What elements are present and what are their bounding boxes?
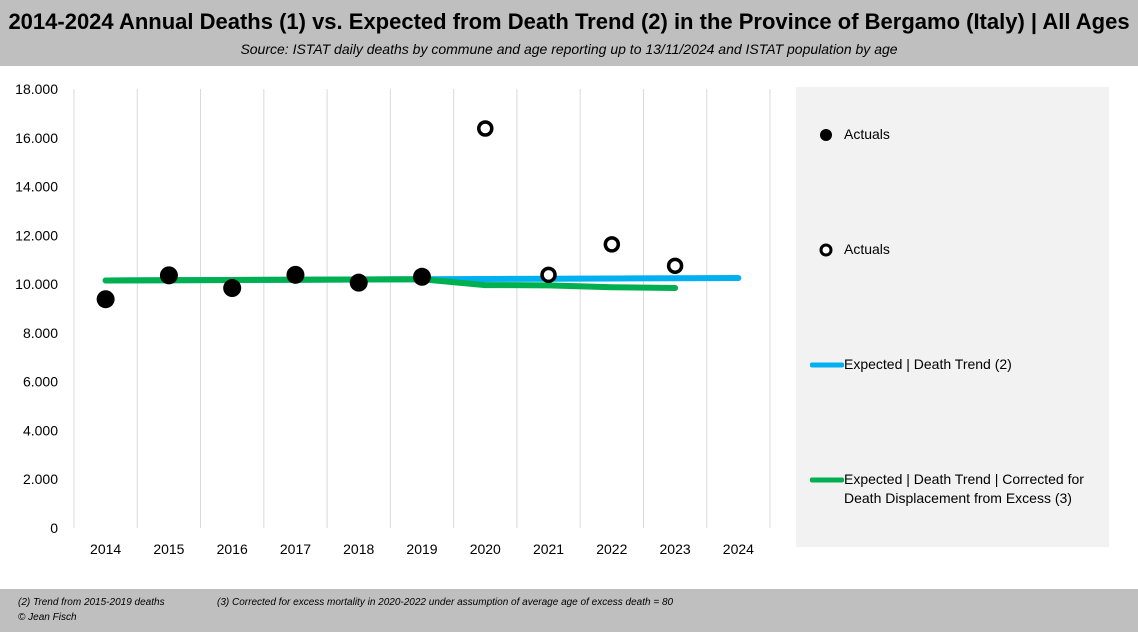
x-tick-label: 2021 <box>533 541 564 557</box>
y-tick-label: 4.000 <box>23 422 58 438</box>
data-point-filled <box>96 290 115 309</box>
legend-label: Actuals <box>844 241 890 257</box>
y-axis: 0 2.000 4.000 6.000 8.000 10.000 12.000 14.000 1… <box>15 81 58 536</box>
x-tick-label: 2015 <box>153 541 184 557</box>
green-line-icon <box>810 477 844 483</box>
data-point-filled <box>413 267 431 286</box>
footnote-2: (2) Trend from 2015-2019 deaths <box>18 597 165 608</box>
chart-plot: 0 2.000 4.000 6.000 8.000 10.000 12.000 14.000 1… <box>15 81 771 557</box>
data-point-hollow <box>666 257 684 275</box>
y-tick-label: 16.000 <box>15 130 58 146</box>
x-tick-label: 2024 <box>723 541 754 557</box>
legend-label: Expected | Death Trend | Corrected for D… <box>844 471 1084 506</box>
data-point-filled <box>286 265 305 284</box>
x-tick-label: 2018 <box>343 541 374 557</box>
x-axis: 2014 2015 2016 2017 2018 2019 2020 2021 2022 2023… <box>90 541 754 557</box>
legend: Actuals Actuals Expected | Death Trend (… <box>796 87 1109 547</box>
filled-circle-icon <box>820 129 832 141</box>
y-tick-label: 12.000 <box>15 227 58 243</box>
x-tick-label: 2017 <box>280 541 311 557</box>
footer: (2) Trend from 2015-2019 deaths (3) Corr… <box>0 589 1138 632</box>
data-point-filled <box>349 273 368 292</box>
y-tick-label: 10.000 <box>15 276 58 292</box>
y-tick-label: 0 <box>50 520 58 536</box>
x-tick-label: 2023 <box>660 541 691 557</box>
y-tick-label: 2.000 <box>23 471 58 487</box>
x-tick-label: 2020 <box>470 541 501 557</box>
blue-line-icon <box>810 362 844 368</box>
title-bar: 2014-2024 Annual Deaths (1) vs. Expected… <box>0 0 1138 66</box>
chart-subtitle: Source: ISTAT daily deaths by commune an… <box>240 41 898 57</box>
hollow-circle-icon <box>819 243 833 257</box>
x-tick-label: 2014 <box>90 541 121 557</box>
legend-label: Expected | Death Trend (2) <box>844 356 1012 372</box>
data-point-hollow <box>540 266 557 284</box>
x-tick-label: 2022 <box>596 541 627 557</box>
x-tick-label: 2016 <box>217 541 248 557</box>
data-point-hollow <box>603 236 621 253</box>
data-point-filled <box>159 266 178 285</box>
grid-lines <box>73 89 771 528</box>
data-point-hollow <box>477 120 494 137</box>
legend-label: Actuals <box>844 126 890 142</box>
y-tick-label: 8.000 <box>23 325 58 341</box>
y-tick-label: 6.000 <box>23 374 58 390</box>
data-point-filled <box>223 279 242 298</box>
series-line <box>102 276 679 292</box>
y-tick-label: 18.000 <box>15 81 58 97</box>
x-tick-label: 2019 <box>406 541 437 557</box>
series-markers <box>96 120 684 309</box>
y-tick-label: 14.000 <box>15 179 58 195</box>
chart-title: 2014-2024 Annual Deaths (1) vs. Expected… <box>8 9 1130 34</box>
copyright: © Jean Fisch <box>18 612 77 623</box>
footnote-3: (3) Corrected for excess mortality in 20… <box>217 597 674 608</box>
